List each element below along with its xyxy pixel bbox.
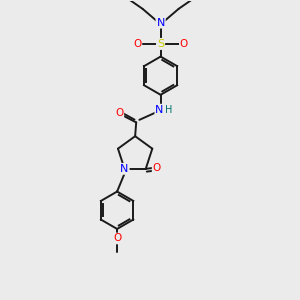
Text: N: N (120, 164, 129, 174)
Text: N: N (156, 18, 165, 28)
Text: O: O (180, 39, 188, 49)
Text: N: N (155, 105, 164, 115)
Text: O: O (133, 39, 141, 49)
Text: S: S (157, 39, 164, 49)
Text: H: H (165, 105, 172, 115)
Text: O: O (113, 233, 121, 244)
Text: O: O (153, 163, 161, 173)
Text: O: O (115, 108, 123, 118)
Text: S: S (157, 39, 164, 49)
